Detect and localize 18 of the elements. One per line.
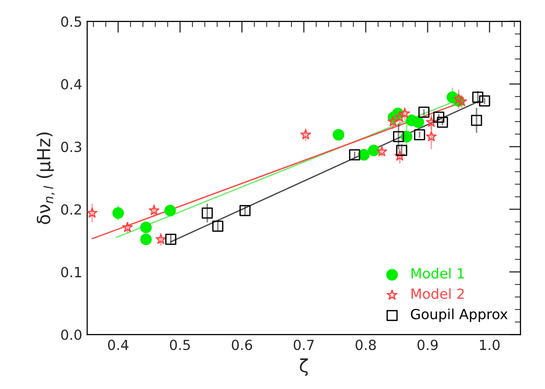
- x-tick-label: 0.5: [170, 340, 190, 350]
- x-axis-title: ζ: [300, 358, 308, 376]
- y-tick-label: 0.3: [61, 142, 82, 152]
- legend-label: Model 2: [412, 288, 464, 299]
- y-axis-title: δν$_{n,l}$ (μHz): [36, 132, 55, 224]
- legend-label: Model 1: [412, 268, 464, 279]
- x-tick-label: 0.7: [294, 340, 314, 350]
- x-tick-label: 0.8: [356, 340, 376, 350]
- legend-label: Goupil Approx: [410, 308, 508, 322]
- y-tick-label: 0.5: [61, 16, 82, 27]
- x-tick-label: 0.9: [418, 340, 438, 350]
- y-tick-label: 0.0: [61, 330, 82, 340]
- x-tick-label: 0.4: [108, 340, 128, 350]
- x-tick-label: 1.0: [480, 340, 500, 350]
- y-tick-label: 0.4: [61, 78, 82, 90]
- y-tick-label: 0.2: [61, 204, 81, 215]
- y-tick-label: 0.1: [61, 266, 82, 278]
- x-tick-label: 0.6: [232, 340, 252, 350]
